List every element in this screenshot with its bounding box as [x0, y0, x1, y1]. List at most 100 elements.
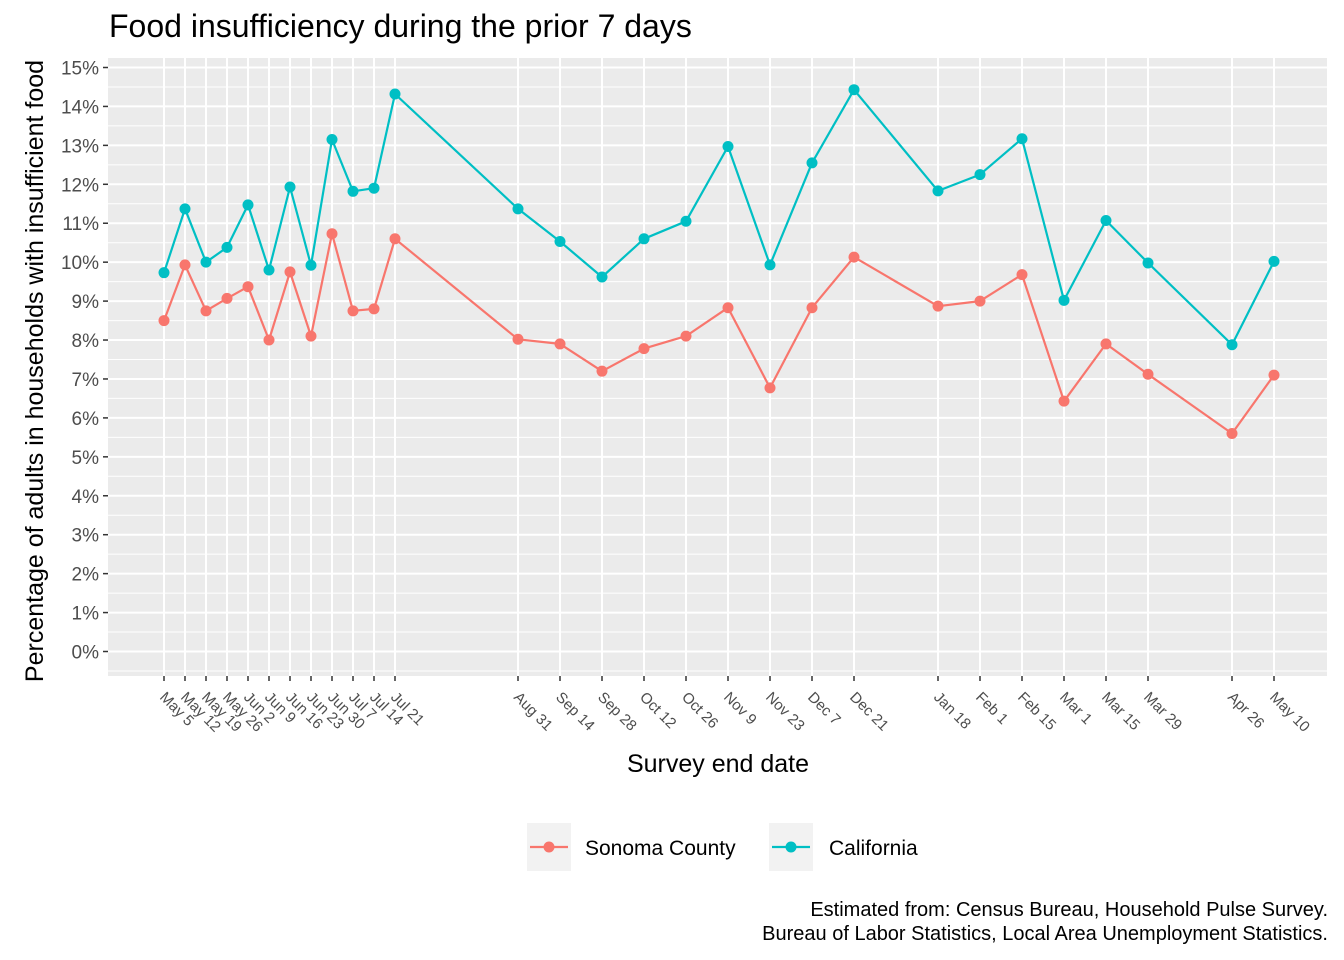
x-tick-label: Jan 18 — [930, 689, 974, 733]
legend-point — [785, 841, 797, 853]
x-tick-label: May 10 — [1266, 689, 1313, 736]
y-tick-label: 5% — [72, 448, 100, 469]
data-point — [1142, 257, 1154, 269]
x-tick-label: Nov 9 — [720, 689, 760, 729]
x-tick-label: Mar 29 — [1140, 689, 1185, 734]
legend-label: California — [829, 837, 918, 860]
data-point — [932, 185, 944, 197]
data-point — [974, 169, 986, 181]
y-tick-label: 15% — [61, 59, 99, 80]
data-point — [284, 181, 296, 193]
x-tick-label: Oct 12 — [636, 689, 679, 732]
x-tick-label: Feb 15 — [1014, 689, 1059, 734]
data-point — [305, 330, 317, 342]
data-point — [806, 302, 818, 314]
x-tick-label: Sep 28 — [594, 689, 640, 735]
caption-line-2: Bureau of Labor Statistics, Local Area U… — [762, 923, 1328, 945]
data-point — [158, 315, 170, 327]
data-point — [1058, 395, 1070, 407]
chart-title: Food insufficiency during the prior 7 da… — [109, 8, 692, 44]
data-point — [1226, 427, 1238, 439]
y-axis: 0% 1% 2% 3% 4% 5% 6% 7% 8% 9% 10% 11% 12% 13% 14% 15% — [61, 59, 108, 664]
data-point — [389, 233, 401, 245]
data-point — [326, 134, 338, 146]
legend: Sonoma County California — [527, 823, 918, 871]
data-point — [1016, 133, 1028, 145]
data-point — [242, 281, 254, 293]
x-tick-label: Oct 26 — [678, 689, 721, 732]
data-point — [389, 88, 401, 100]
data-point — [680, 330, 692, 342]
data-point — [848, 84, 860, 96]
data-point — [263, 264, 275, 276]
data-point — [347, 305, 359, 317]
data-point — [764, 259, 776, 271]
data-point — [1100, 215, 1112, 227]
data-point — [305, 259, 317, 271]
data-point — [512, 203, 524, 215]
data-point — [554, 236, 566, 248]
data-point — [554, 338, 566, 350]
data-point — [1058, 294, 1070, 306]
caption: Estimated from: Census Bureau, Household… — [762, 898, 1328, 946]
data-point — [680, 215, 692, 227]
caption-line-1: Estimated from: Census Bureau, Household… — [810, 899, 1328, 921]
data-point — [638, 343, 650, 355]
y-tick-label: 8% — [72, 331, 100, 352]
data-point — [512, 333, 524, 345]
data-point — [326, 228, 338, 240]
y-tick-label: 2% — [72, 565, 100, 586]
y-tick-label: 13% — [61, 136, 99, 157]
data-point — [221, 292, 233, 304]
y-tick-label: 14% — [61, 97, 99, 118]
x-tick-label: Feb 1 — [972, 689, 1011, 728]
x-tick-label: Mar 1 — [1056, 689, 1095, 728]
legend-point — [543, 841, 555, 853]
grid-major — [108, 58, 1327, 676]
data-point — [1142, 368, 1154, 380]
data-point — [221, 241, 233, 253]
data-point — [179, 203, 191, 215]
data-point — [932, 300, 944, 312]
data-point — [263, 334, 275, 346]
data-point — [722, 141, 734, 153]
y-tick-label: 0% — [72, 643, 100, 664]
data-point — [1268, 255, 1280, 267]
y-tick-label: 4% — [72, 487, 100, 508]
x-tick-label: Dec 7 — [804, 689, 844, 729]
data-point — [764, 382, 776, 394]
data-point — [179, 259, 191, 271]
y-axis-title: Percentage of adults in households with … — [21, 60, 49, 682]
data-point — [1016, 269, 1028, 281]
data-point — [806, 157, 818, 169]
x-tick-label: Mar 15 — [1098, 689, 1143, 734]
data-point — [347, 185, 359, 197]
series-group — [158, 84, 1280, 439]
data-point — [284, 266, 296, 278]
data-point — [200, 305, 212, 317]
data-point — [158, 267, 170, 279]
x-tick-label: Aug 31 — [510, 689, 556, 735]
x-tick-label: Nov 23 — [762, 689, 808, 735]
x-axis-title: Survey end date — [627, 750, 809, 778]
data-point — [722, 302, 734, 314]
data-point — [1268, 369, 1280, 381]
y-tick-label: 10% — [61, 253, 99, 274]
y-tick-label: 7% — [72, 370, 100, 391]
data-point — [368, 303, 380, 315]
y-tick-label: 3% — [72, 526, 100, 547]
data-point — [242, 199, 254, 211]
y-tick-label: 11% — [62, 214, 99, 235]
y-tick-label: 12% — [61, 175, 99, 196]
data-point — [596, 271, 608, 283]
data-point — [1100, 338, 1112, 350]
data-point — [596, 365, 608, 377]
x-tick-label: Sep 14 — [552, 689, 598, 735]
x-tick-label: Apr 26 — [1224, 689, 1267, 732]
y-tick-label: 1% — [72, 604, 100, 625]
x-tick-label: Dec 21 — [846, 689, 892, 735]
data-point — [638, 233, 650, 245]
data-point — [848, 251, 860, 263]
